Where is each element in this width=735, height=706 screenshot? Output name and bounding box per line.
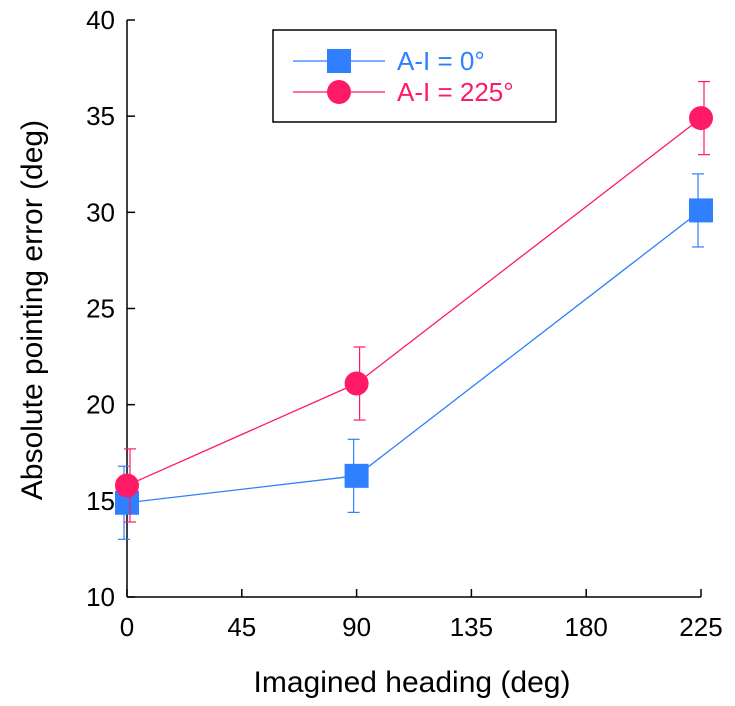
data-point bbox=[344, 371, 369, 396]
series-0 bbox=[115, 173, 713, 540]
legend-entry-0: A-I = 0° bbox=[293, 46, 485, 76]
y-tick-label-10: 10 bbox=[86, 582, 115, 612]
data-point bbox=[115, 473, 139, 498]
legend-label: A-I = 225° bbox=[397, 77, 514, 107]
x-tick-label-90: 90 bbox=[342, 612, 371, 642]
data-point bbox=[344, 463, 369, 488]
x-axis-title: Imagined heading (deg) bbox=[254, 666, 571, 699]
series-layer bbox=[115, 80, 713, 540]
legend-marker bbox=[327, 49, 351, 73]
y-axis-title: Absolute pointing error (deg) bbox=[16, 120, 49, 500]
legend: A-I = 0°A-I = 225° bbox=[272, 29, 557, 123]
x-tick-label-0: 0 bbox=[120, 612, 134, 642]
y-tick-label-30: 30 bbox=[86, 197, 115, 227]
y-tick-label-35: 35 bbox=[86, 101, 115, 131]
legend-box bbox=[272, 29, 557, 123]
series-line bbox=[126, 117, 702, 487]
series-line bbox=[126, 209, 702, 504]
y-tick-label-20: 20 bbox=[86, 390, 115, 420]
legend-entry-1: A-I = 225° bbox=[293, 77, 514, 107]
y-tick-label-15: 15 bbox=[86, 486, 115, 516]
data-point bbox=[689, 198, 713, 223]
y-tick-label-25: 25 bbox=[86, 294, 115, 324]
series-1 bbox=[115, 80, 713, 523]
data-point bbox=[689, 106, 713, 131]
x-tick-label-225: 225 bbox=[679, 612, 722, 642]
axes: 10 15 20 25 30 35 40 0 45 90 135 180 225 bbox=[86, 5, 723, 642]
x-tick-label-45: 45 bbox=[227, 612, 256, 642]
x-tick-label-180: 180 bbox=[565, 612, 608, 642]
legend-label: A-I = 0° bbox=[397, 46, 485, 76]
y-tick-label-40: 40 bbox=[86, 5, 115, 35]
x-tick-label-135: 135 bbox=[450, 612, 493, 642]
legend-marker bbox=[327, 80, 351, 104]
